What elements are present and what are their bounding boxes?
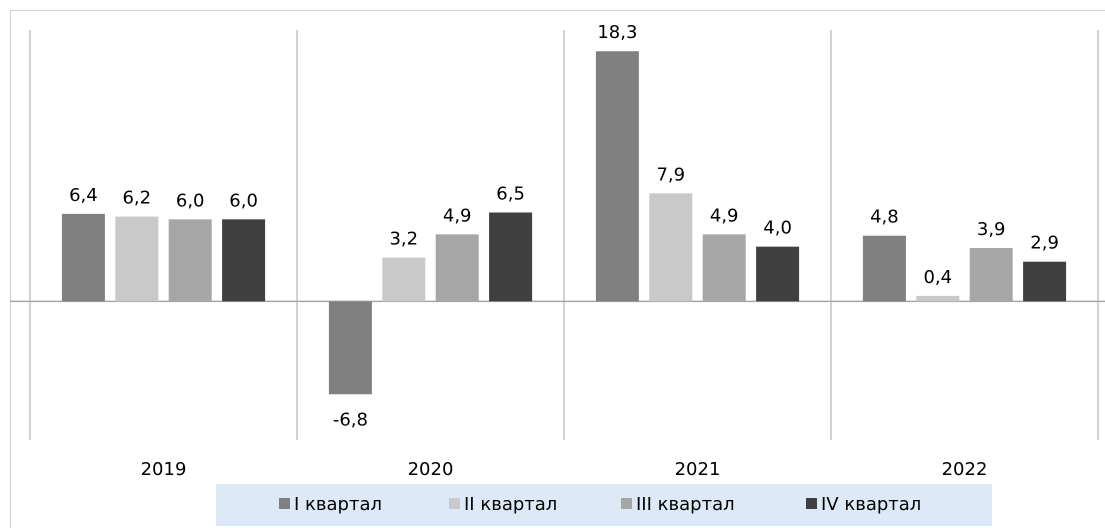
data-label: 3,9: [977, 219, 1006, 240]
bar: [61, 213, 105, 302]
data-label: 6,0: [229, 190, 258, 211]
data-label: 6,0: [176, 190, 205, 211]
data-label: 6,5: [496, 184, 525, 205]
bar: [702, 234, 746, 302]
x-tick-label: 2022: [942, 459, 988, 480]
bar: [1023, 261, 1067, 302]
bar: [756, 246, 800, 302]
x-tick-label: 2021: [675, 459, 721, 480]
legend-swatch: [449, 498, 460, 509]
data-label: 0,4: [923, 267, 952, 288]
legend-box: [216, 484, 992, 526]
data-label: 3,2: [389, 229, 418, 250]
legend-label: I квартал: [294, 494, 382, 515]
data-label: -6,8: [333, 409, 368, 430]
data-label: 4,8: [870, 207, 899, 228]
bar: [328, 301, 372, 395]
bar: [168, 219, 212, 302]
bar: [969, 248, 1013, 302]
x-tick-label: 2020: [408, 459, 454, 480]
legend-swatch: [806, 498, 817, 509]
bar: [435, 234, 479, 302]
bar: [649, 193, 693, 302]
bar: [115, 216, 159, 302]
legend-label: II квартал: [464, 494, 557, 515]
x-tick-label: 2019: [141, 459, 187, 480]
bar: [595, 51, 639, 302]
data-label: 7,9: [656, 164, 685, 185]
data-label: 6,4: [69, 185, 98, 206]
legend-swatch: [621, 498, 632, 509]
data-label: 18,3: [597, 22, 637, 43]
legend-swatch: [279, 498, 290, 509]
bar: [862, 235, 906, 302]
chart-border: [10, 10, 1105, 528]
bar: [382, 257, 426, 302]
bar: [916, 295, 960, 302]
legend-label: IV квартал: [821, 494, 921, 515]
data-label: 4,0: [763, 218, 792, 239]
legend-label: III квартал: [636, 494, 735, 515]
bar: [489, 212, 533, 302]
data-label: 4,9: [443, 205, 472, 226]
data-label: 6,2: [122, 188, 151, 209]
bar: [222, 219, 266, 302]
data-label: 2,9: [1030, 233, 1059, 254]
data-label: 4,9: [710, 205, 739, 226]
